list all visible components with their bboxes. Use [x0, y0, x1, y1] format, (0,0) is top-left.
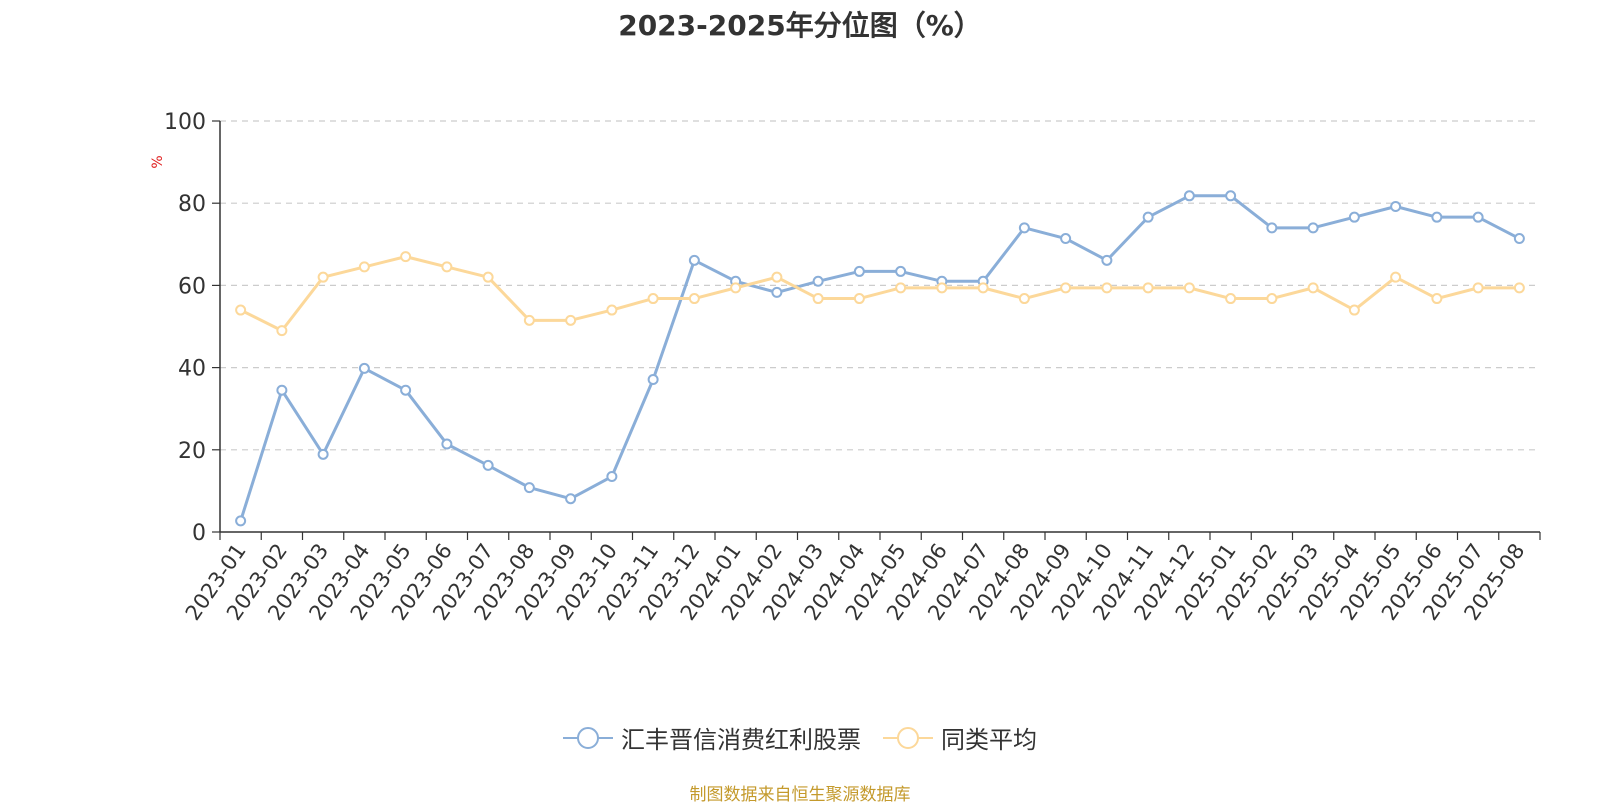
series-2-point-2024-02	[771, 271, 783, 283]
series-2-point-2024-12	[1183, 282, 1195, 294]
series-1-point-2023-11	[647, 374, 659, 386]
series-1-point-2024-12	[1183, 190, 1195, 202]
series-line-1	[239, 194, 1521, 522]
series-2-point-2023-07	[482, 271, 494, 283]
series-1-point-2025-07	[1472, 211, 1484, 223]
series-1-point-2023-08	[523, 482, 535, 494]
series-2-point-2023-01	[235, 304, 247, 316]
series-2-point-2024-07	[977, 282, 989, 294]
series-2-point-2025-03	[1307, 282, 1319, 294]
series-1-point-2024-02	[771, 286, 783, 298]
y-axis-label: %	[150, 155, 166, 168]
series-2-point-2023-02	[276, 325, 288, 337]
series-2-point-2023-11	[647, 293, 659, 305]
series-2-point-2023-04	[358, 261, 370, 273]
y-tick-label-100: 100	[164, 110, 206, 135]
series-1-point-2023-10	[606, 471, 618, 483]
series-1-point-2025-04	[1348, 211, 1360, 223]
series-2-point-2024-03	[812, 293, 824, 305]
series-2-point-2024-05	[895, 282, 907, 294]
series-1-point-2024-11	[1142, 211, 1154, 223]
series-1-point-2023-06	[441, 438, 453, 450]
series-2-point-2023-10	[606, 304, 618, 316]
series-1-point-2024-08	[1018, 222, 1030, 234]
series-2-point-2025-05	[1390, 271, 1402, 283]
chart-title: 2023-2025年分位图（%）	[618, 9, 982, 42]
source-note: 制图数据来自恒生聚源数据库	[689, 785, 911, 805]
series-2-point-2023-08	[523, 314, 535, 326]
legend-label-series-2: 同类平均	[941, 726, 1037, 754]
series-line-2	[239, 255, 1520, 333]
series-1-point-2023-09	[565, 493, 577, 505]
series-2-point-2023-03	[317, 271, 329, 283]
series-1-point-2025-06	[1431, 211, 1443, 223]
series-1-point-2025-02	[1266, 222, 1278, 234]
y-tick-label-0: 0	[192, 521, 206, 546]
series-2-point-2025-04	[1348, 304, 1360, 316]
series-1-point-2023-04	[358, 362, 370, 374]
series-1-point-2023-07	[482, 459, 494, 471]
y-tick-label-60: 60	[178, 274, 206, 299]
series-2-point-2024-09	[1060, 282, 1072, 294]
series-2-point-2025-07	[1472, 282, 1484, 294]
series-2-point-2023-05	[400, 251, 412, 263]
series-1-point-2024-09	[1060, 233, 1072, 245]
series-1-point-2024-03	[812, 275, 824, 287]
series-1-point-2025-08	[1513, 233, 1525, 245]
series-1-point-2024-05	[895, 265, 907, 277]
y-tick-label-40: 40	[178, 357, 206, 382]
series-1-point-2025-03	[1307, 222, 1319, 234]
series-1-point-2023-03	[317, 448, 329, 460]
legend-marker-series-2	[883, 726, 933, 749]
legend-item-series-2[interactable]: 同类平均	[883, 720, 1037, 755]
series-1-point-2025-05	[1390, 200, 1402, 212]
legend-marker-series-1	[563, 726, 613, 749]
series-2-point-2024-10	[1101, 282, 1113, 294]
series-1-point-2023-05	[400, 384, 412, 396]
series-1-point-2024-04	[853, 265, 865, 277]
series-2-point-2024-08	[1018, 293, 1030, 305]
series-1-point-2025-01	[1225, 190, 1237, 202]
legend-label-series-1: 汇丰晋信消费红利股票	[621, 726, 861, 754]
series-2-point-2025-08	[1513, 282, 1525, 294]
y-tick-label-80: 80	[178, 192, 206, 217]
series-2-point-2025-01	[1225, 293, 1237, 305]
legend: 汇丰晋信消费红利股票 同类平均	[0, 720, 1600, 755]
series-2-point-2025-06	[1431, 293, 1443, 305]
series-1-point-2023-12	[688, 254, 700, 266]
series-2-point-2025-02	[1266, 293, 1278, 305]
series-2-point-2023-06	[441, 261, 453, 273]
series-1-point-2023-01	[235, 515, 247, 527]
series-2-point-2024-01	[730, 282, 742, 294]
series-1-point-2024-10	[1101, 254, 1113, 266]
series-2-point-2023-12	[688, 293, 700, 305]
series-2-point-2024-04	[853, 293, 865, 305]
series-2-point-2024-06	[936, 282, 948, 294]
series-2-point-2024-11	[1142, 282, 1154, 294]
series-1-point-2023-02	[276, 384, 288, 396]
series-2-point-2023-09	[565, 314, 577, 326]
legend-item-series-1[interactable]: 汇丰晋信消费红利股票	[563, 720, 861, 755]
y-tick-label-20: 20	[178, 439, 206, 464]
